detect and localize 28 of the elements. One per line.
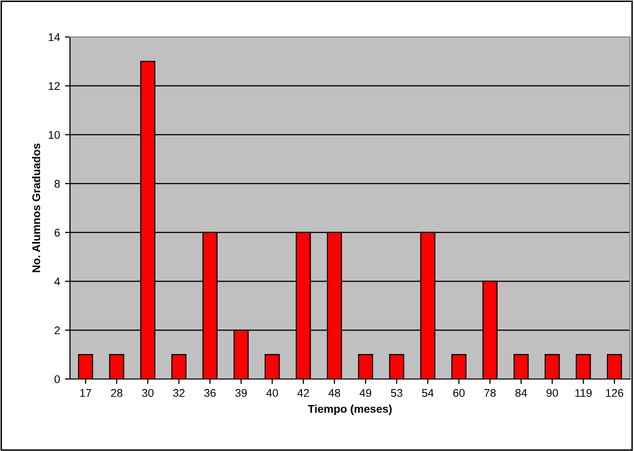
y-tick-label: 2	[54, 326, 60, 334]
x-tick-label: 54	[422, 389, 434, 397]
x-tick-label: 119	[575, 389, 592, 397]
y-axis-title: No. Alumnos Graduados	[32, 144, 40, 272]
x-axis-title: Tiempo (meses)	[308, 404, 392, 415]
x-tick-label: 60	[453, 389, 465, 397]
x-tick-label: 53	[390, 389, 402, 397]
x-tick-label: 40	[266, 389, 278, 397]
x-tick-label: 17	[80, 389, 92, 397]
y-tick-label: 4	[54, 278, 60, 286]
x-tick-label: 78	[484, 389, 496, 397]
y-tick-label: 0	[54, 375, 60, 384]
y-tick-label: 6	[54, 228, 60, 237]
x-tick-label: 48	[328, 389, 340, 397]
y-tick-label: 8	[54, 180, 60, 188]
y-tick-label: 10	[48, 130, 60, 139]
x-tick-label: 36	[204, 389, 216, 397]
x-tick-label: 28	[111, 389, 122, 397]
y-tick-label: 12	[48, 82, 60, 90]
x-tick-label: 30	[142, 389, 154, 397]
x-tick-label: 42	[297, 389, 309, 397]
x-tick-label: 32	[173, 389, 185, 397]
x-tick-label: 84	[515, 389, 527, 397]
x-tick-label: 39	[235, 389, 247, 397]
x-tick-label: 49	[360, 389, 372, 397]
x-tick-label: 90	[546, 389, 558, 397]
y-tick-label: 14	[48, 33, 60, 42]
x-tick-label: 126	[606, 389, 624, 397]
